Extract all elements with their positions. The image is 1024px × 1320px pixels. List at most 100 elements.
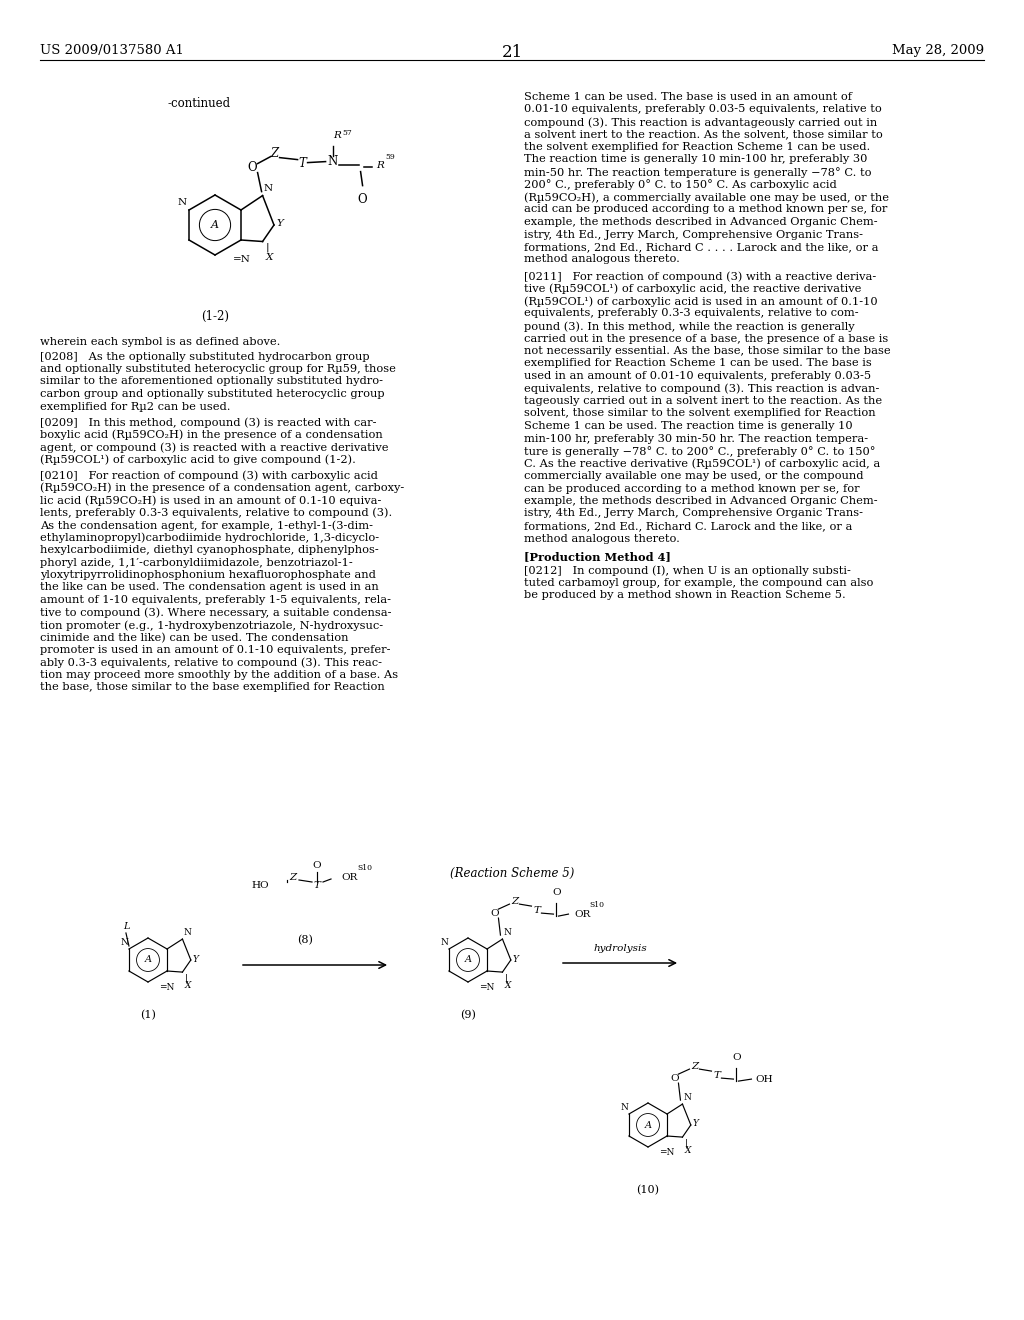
Text: |: | [265, 243, 269, 252]
Text: The reaction time is generally 10 min-100 hr, preferably 30: The reaction time is generally 10 min-10… [524, 154, 867, 165]
Text: lic acid (Rµ59CO₂H) is used in an amount of 0.1-10 equiva-: lic acid (Rµ59CO₂H) is used in an amount… [40, 495, 381, 506]
Text: Y: Y [693, 1119, 698, 1129]
Text: compound (3). This reaction is advantageously carried out in: compound (3). This reaction is advantage… [524, 117, 878, 128]
Text: exemplified for Rµ2 can be used.: exemplified for Rµ2 can be used. [40, 401, 230, 412]
Text: Z: Z [270, 147, 279, 160]
Text: formations, 2nd Ed., Richard C. Larock and the like, or a: formations, 2nd Ed., Richard C. Larock a… [524, 521, 852, 531]
Text: used in an amount of 0.01-10 equivalents, preferably 0.03-5: used in an amount of 0.01-10 equivalents… [524, 371, 871, 381]
Text: boxylic acid (Rµ59CO₂H) in the presence of a condensation: boxylic acid (Rµ59CO₂H) in the presence … [40, 429, 383, 440]
Text: tion promoter (e.g., 1-hydroxybenzotriazole, N-hydroxysuc-: tion promoter (e.g., 1-hydroxybenzotriaz… [40, 620, 383, 631]
Text: acid can be produced according to a method known per se, for: acid can be produced according to a meth… [524, 205, 888, 214]
Text: R: R [334, 131, 341, 140]
Text: [0211]   For reaction of compound (3) with a reactive deriva-: [0211] For reaction of compound (3) with… [524, 271, 877, 281]
Text: solvent, those similar to the solvent exemplified for Reaction: solvent, those similar to the solvent ex… [524, 408, 876, 418]
Text: a solvent inert to the reaction. As the solvent, those similar to: a solvent inert to the reaction. As the … [524, 129, 883, 140]
Text: Z: Z [511, 896, 518, 906]
Text: N: N [504, 928, 511, 937]
Text: carried out in the presence of a base, the presence of a base is: carried out in the presence of a base, t… [524, 334, 888, 343]
Text: lents, preferably 0.3-3 equivalents, relative to compound (3).: lents, preferably 0.3-3 equivalents, rel… [40, 507, 392, 517]
Text: ethylaminopropyl)carbodiimide hydrochloride, 1,3-dicyclo-: ethylaminopropyl)carbodiimide hydrochlor… [40, 532, 379, 543]
Text: tageously carried out in a solvent inert to the reaction. As the: tageously carried out in a solvent inert… [524, 396, 882, 407]
Text: [0210]   For reaction of compound (3) with carboxylic acid: [0210] For reaction of compound (3) with… [40, 470, 378, 480]
Text: [0208]   As the optionally substituted hydrocarbon group: [0208] As the optionally substituted hyd… [40, 351, 370, 362]
Text: O: O [357, 193, 368, 206]
Text: (9): (9) [460, 1010, 476, 1020]
Text: O: O [248, 161, 257, 174]
Text: can be produced according to a method known per se, for: can be produced according to a method kn… [524, 483, 859, 494]
Text: method analogous thereto.: method analogous thereto. [524, 255, 680, 264]
Text: 57: 57 [343, 128, 352, 136]
Text: the like can be used. The condensation agent is used in an: the like can be used. The condensation a… [40, 582, 379, 593]
Text: 0.01-10 equivalents, preferably 0.03-5 equivalents, relative to: 0.01-10 equivalents, preferably 0.03-5 e… [524, 104, 882, 115]
Text: the base, those similar to the base exemplified for Reaction: the base, those similar to the base exem… [40, 682, 385, 693]
Text: =N: =N [479, 983, 495, 993]
Text: tive to compound (3). Where necessary, a suitable condensa-: tive to compound (3). Where necessary, a… [40, 607, 391, 618]
Text: yloxytripyrrolidinophosphonium hexafluorophosphate and: yloxytripyrrolidinophosphonium hexafluor… [40, 570, 376, 579]
Text: O: O [552, 888, 561, 898]
Text: hexylcarbodiimide, diethyl cyanophosphate, diphenylphos-: hexylcarbodiimide, diethyl cyanophosphat… [40, 545, 379, 554]
Text: commercially available one may be used, or the compound: commercially available one may be used, … [524, 471, 863, 480]
Text: agent, or compound (3) is reacted with a reactive derivative: agent, or compound (3) is reacted with a… [40, 442, 388, 453]
Text: equivalents, relative to compound (3). This reaction is advan-: equivalents, relative to compound (3). T… [524, 384, 880, 395]
Text: example, the methods described in Advanced Organic Chem-: example, the methods described in Advanc… [524, 216, 878, 227]
Text: N: N [183, 928, 191, 937]
Text: As the condensation agent, for example, 1-ethyl-1-(3-dim-: As the condensation agent, for example, … [40, 520, 373, 531]
Text: X: X [265, 252, 273, 261]
Text: formations, 2nd Ed., Richard C . . . . Larock and the like, or a: formations, 2nd Ed., Richard C . . . . L… [524, 242, 879, 252]
Text: N: N [328, 154, 338, 168]
Text: L: L [123, 921, 129, 931]
Text: T: T [534, 906, 540, 915]
Text: tion may proceed more smoothly by the addition of a base. As: tion may proceed more smoothly by the ad… [40, 671, 398, 680]
Text: [Production Method 4]: [Production Method 4] [524, 550, 671, 562]
Text: not necessarily essential. As the base, those similar to the base: not necessarily essential. As the base, … [524, 346, 891, 356]
Text: cinimide and the like) can be used. The condensation: cinimide and the like) can be used. The … [40, 632, 348, 643]
Text: X: X [184, 981, 190, 990]
Text: carbon group and optionally substituted heterocyclic group: carbon group and optionally substituted … [40, 389, 385, 399]
Text: (Rµ59COL¹) of carboxylic acid to give compound (1-2).: (Rµ59COL¹) of carboxylic acid to give co… [40, 454, 356, 465]
Text: (8): (8) [297, 935, 313, 945]
Text: T: T [299, 157, 306, 170]
Text: similar to the aforementioned optionally substituted hydro-: similar to the aforementioned optionally… [40, 376, 383, 387]
Text: -continued: -continued [167, 96, 230, 110]
Text: Z: Z [691, 1061, 698, 1071]
Text: ture is generally −78° C. to 200° C., preferably 0° C. to 150°: ture is generally −78° C. to 200° C., pr… [524, 446, 876, 457]
Text: HO: HO [251, 880, 269, 890]
Text: N: N [178, 198, 187, 207]
Text: A: A [211, 220, 219, 230]
Text: 200° C., preferably 0° C. to 150° C. As carboxylic acid: 200° C., preferably 0° C. to 150° C. As … [524, 180, 837, 190]
Text: (1-2): (1-2) [201, 310, 229, 323]
Text: min-100 hr, preferably 30 min-50 hr. The reaction tempera-: min-100 hr, preferably 30 min-50 hr. The… [524, 433, 868, 444]
Text: phoryl azide, 1,1′-carbonyldiimidazole, benzotriazol-1-: phoryl azide, 1,1′-carbonyldiimidazole, … [40, 557, 352, 568]
Text: N: N [440, 939, 447, 946]
Text: be produced by a method shown in Reaction Scheme 5.: be produced by a method shown in Reactio… [524, 590, 846, 601]
Text: S10: S10 [357, 865, 372, 873]
Text: (Rµ59CO₂H), a commercially available one may be used, or the: (Rµ59CO₂H), a commercially available one… [524, 191, 889, 202]
Text: OH: OH [756, 1074, 773, 1084]
Text: |: | [505, 973, 508, 982]
Text: X: X [684, 1146, 691, 1155]
Text: example, the methods described in Advanced Organic Chem-: example, the methods described in Advanc… [524, 496, 878, 506]
Text: Y: Y [513, 954, 519, 964]
Text: equivalents, preferably 0.3-3 equivalents, relative to com-: equivalents, preferably 0.3-3 equivalent… [524, 309, 859, 318]
Text: O: O [312, 861, 322, 870]
Text: istry, 4th Ed., Jerry March, Comprehensive Organic Trans-: istry, 4th Ed., Jerry March, Comprehensi… [524, 508, 863, 519]
Text: 59: 59 [386, 153, 395, 161]
Text: N: N [621, 1104, 628, 1111]
Text: A: A [144, 956, 152, 965]
Text: S10: S10 [590, 902, 604, 909]
Text: exemplified for Reaction Scheme 1 can be used. The base is: exemplified for Reaction Scheme 1 can be… [524, 359, 871, 368]
Text: min-50 hr. The reaction temperature is generally −78° C. to: min-50 hr. The reaction temperature is g… [524, 168, 871, 178]
Text: Scheme 1 can be used. The base is used in an amount of: Scheme 1 can be used. The base is used i… [524, 92, 852, 102]
Text: O: O [670, 1073, 679, 1082]
Text: O: O [490, 908, 499, 917]
Text: C. As the reactive derivative (Rµ59COL¹) of carboxylic acid, a: C. As the reactive derivative (Rµ59COL¹)… [524, 458, 881, 469]
Text: =N: =N [232, 256, 251, 264]
Text: tive (Rµ59COL¹) of carboxylic acid, the reactive derivative: tive (Rµ59COL¹) of carboxylic acid, the … [524, 284, 861, 294]
Text: [0212]   In compound (I), when U is an optionally substi-: [0212] In compound (I), when U is an opt… [524, 565, 851, 576]
Text: X: X [505, 981, 511, 990]
Text: ably 0.3-3 equivalents, relative to compound (3). This reac-: ably 0.3-3 equivalents, relative to comp… [40, 657, 382, 668]
Text: tuted carbamoyl group, for example, the compound can also: tuted carbamoyl group, for example, the … [524, 578, 873, 587]
Text: (1): (1) [140, 1010, 156, 1020]
Text: R: R [377, 161, 384, 170]
Text: =N: =N [659, 1148, 675, 1158]
